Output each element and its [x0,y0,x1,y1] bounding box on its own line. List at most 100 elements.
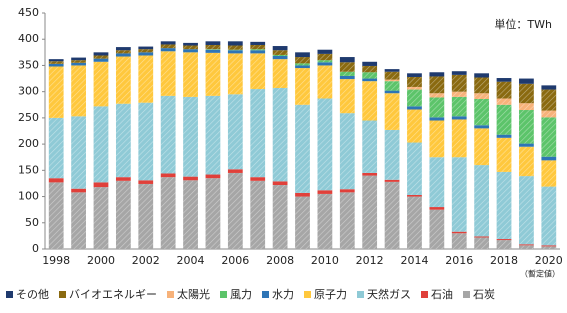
bar-texture [317,193,333,249]
bar-texture [541,89,557,111]
bar-texture [362,72,378,79]
bar-segment [451,231,467,234]
bar-texture [362,120,378,173]
bar-segment [115,53,131,57]
bar-texture [407,89,422,107]
y-tick-label: 450 [18,6,39,19]
bar-segment [451,116,467,120]
bar-texture [429,209,445,249]
y-tick-label: 100 [18,190,39,203]
bar-texture [138,49,154,53]
legend-marker [262,291,269,298]
bar-texture [519,146,534,177]
bar-texture [339,113,355,190]
bar-segment [317,62,333,66]
bar-texture [519,103,534,111]
bar-texture [93,55,109,59]
bar-texture [115,56,131,104]
legend-label: バイオエネルギー [69,288,157,301]
bar-texture [384,81,400,91]
bar-segment [362,78,378,82]
bar-segment [183,176,198,181]
bar-segment [317,190,333,194]
bar-texture [339,192,355,249]
bar-texture [250,49,266,51]
bar-segment [496,134,512,138]
bar-texture [317,53,333,61]
unit-label: 単位：TWh [494,17,552,31]
bar-texture [451,233,467,249]
bar-texture [115,180,131,249]
bar-texture [496,104,512,135]
bar-texture [48,117,64,179]
x-tick-label: 2016 [445,254,473,267]
bar-texture [541,246,557,249]
bar-texture [362,175,378,249]
bar-segment [362,61,378,66]
bar-texture [519,245,534,249]
bar-texture [541,186,557,246]
bar-segment [407,73,422,77]
y-tick-label: 350 [18,58,39,71]
bar-segment [250,177,266,181]
bar-texture [205,178,221,249]
bar-texture [317,65,333,99]
bar-texture [138,55,154,103]
bar-texture [160,51,176,96]
bar-texture [451,119,467,158]
bar-texture [429,97,445,118]
y-tick-label: 0 [32,242,39,255]
bar-texture [384,71,400,80]
bar-texture [317,60,333,63]
bar-texture [384,181,400,249]
bar-texture [496,81,512,99]
bar-segment [384,179,400,182]
bar-segment [362,172,378,176]
legend-label: 水力 [272,288,294,301]
bar-segment [48,59,64,62]
bar-segment [519,78,534,84]
bar-texture [429,120,445,158]
bar-segment [384,69,400,72]
bar-segment [295,65,310,69]
bar-texture [317,98,333,191]
bar-texture [429,76,445,94]
bar-texture [429,157,445,208]
bar-texture [451,96,467,117]
bar-segment [295,52,310,58]
bar-texture [496,137,512,172]
bar-segment [496,78,512,82]
bar-segment [474,125,490,129]
legend-label: 石炭 [473,288,495,301]
bar-segment [384,90,400,94]
x-tick-label: 2000 [87,254,115,267]
bar-segment [205,49,221,53]
bar-segment [71,57,86,61]
bar-texture [71,65,86,117]
bar-texture [138,102,154,181]
bar-texture [519,110,534,144]
bar-texture [474,165,490,237]
bar-texture [272,50,288,55]
bar-texture [474,99,490,126]
x-tick-label: 2012 [356,254,384,267]
bar-segment [519,143,534,147]
bar-texture [339,79,355,114]
bar-texture [295,196,310,249]
bar-texture [541,110,557,118]
bar-segment [496,239,512,241]
bar-texture [183,45,198,50]
bar-texture [183,52,198,97]
y-tick-label: 250 [18,111,39,124]
bar-texture [339,62,355,72]
bar-segment [115,177,131,181]
bar-segment [71,62,86,66]
legend-marker [167,291,174,298]
bar-texture [407,86,422,90]
bar-segment [451,71,467,75]
bar-texture [407,142,422,195]
bar-segment [71,188,86,193]
bar-texture [496,240,512,249]
x-tick-label: 2004 [177,254,205,267]
bar-segment [407,106,422,110]
